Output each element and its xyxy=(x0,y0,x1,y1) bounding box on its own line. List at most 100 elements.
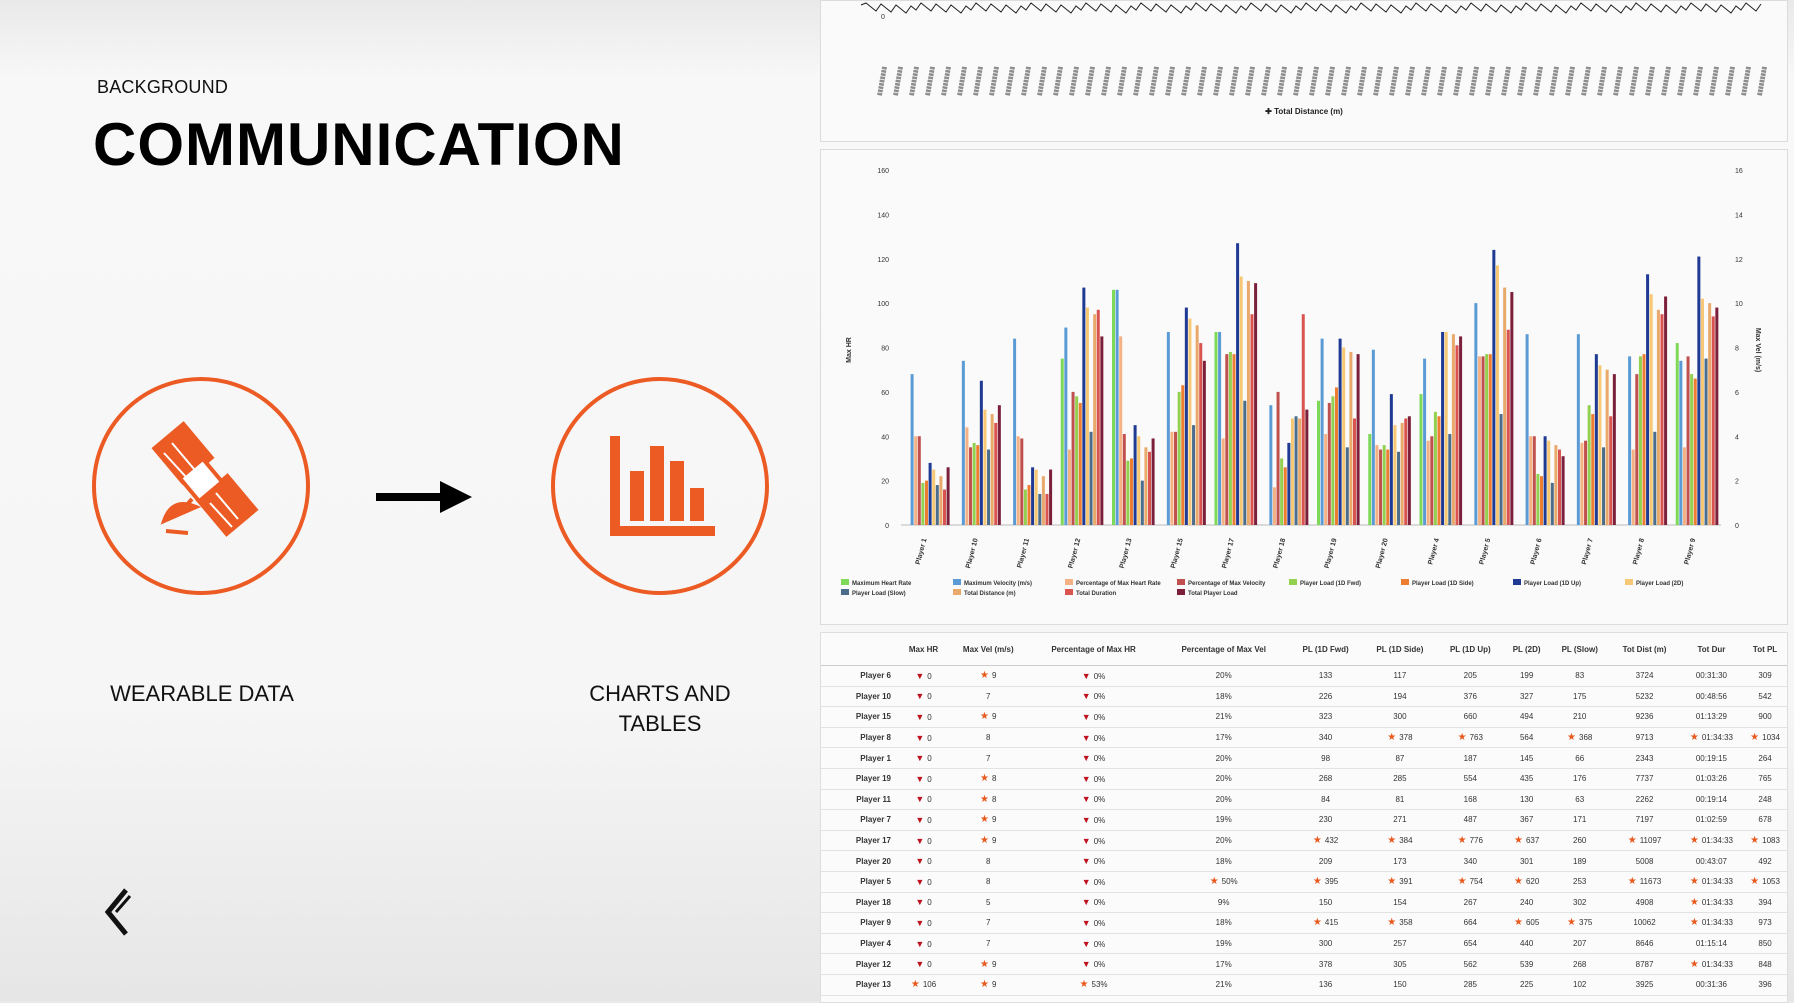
table-cell: ▼ 0 xyxy=(899,747,949,769)
cell-value: 0 xyxy=(927,712,932,722)
cell-value: 763 xyxy=(1469,733,1483,743)
bar xyxy=(1020,438,1024,525)
table-cell: ★ 358 xyxy=(1362,912,1438,934)
cell-value: 154 xyxy=(1393,897,1407,907)
bar xyxy=(1331,396,1335,525)
bar xyxy=(1602,447,1606,525)
cell-value: 8 xyxy=(986,877,991,887)
cell-value: 654 xyxy=(1463,939,1477,949)
table-cell: 268 xyxy=(1550,953,1610,975)
table-cell: 285 xyxy=(1437,974,1504,996)
star-icon: ★ xyxy=(1513,917,1523,929)
down-triangle-icon: ▼ xyxy=(915,753,925,764)
bar xyxy=(1444,331,1448,525)
table-cell: 7 xyxy=(948,912,1029,934)
player-name-cell: Player 13 xyxy=(821,974,899,996)
legend-label: Total Duration xyxy=(1076,591,1117,597)
table-cell: 209 xyxy=(1288,850,1363,872)
y-tick-label: 80 xyxy=(881,346,889,353)
cell-value: Player 11 xyxy=(856,794,891,804)
legend-swatch xyxy=(953,589,961,595)
table-cell: 9% xyxy=(1158,892,1289,914)
table-cell: 117 xyxy=(1362,665,1438,687)
down-triangle-icon: ▼ xyxy=(915,711,925,722)
table-cell: ▼ 0% xyxy=(1028,809,1159,831)
bar xyxy=(1060,358,1064,525)
bar xyxy=(1034,469,1038,525)
table-cell: 4908 xyxy=(1609,892,1680,914)
cell-value: 3925 xyxy=(1635,980,1654,990)
cell-value: Player 1 xyxy=(860,753,891,763)
legend-label: Total Player Load xyxy=(1188,591,1238,597)
distance-x-tick-mark: ▮▮▮▮▮▮▮▮▮ xyxy=(1005,66,1016,96)
cell-value: 554 xyxy=(1463,774,1477,784)
table-cell: 176 xyxy=(1550,768,1610,790)
cell-value: 0 xyxy=(927,898,932,908)
cell-value: 0% xyxy=(1093,877,1106,887)
y-tick-label: 20 xyxy=(881,479,889,486)
cell-value: 0% xyxy=(1093,918,1106,928)
legend-swatch xyxy=(1289,579,1297,585)
table-cell: 63 xyxy=(1550,789,1610,811)
table-cell: 305 xyxy=(1362,953,1438,975)
bar xyxy=(1280,458,1284,525)
legend-swatch xyxy=(953,579,961,585)
cell-value: 5008 xyxy=(1635,856,1654,866)
star-icon: ★ xyxy=(1627,876,1637,888)
cell-value: 492 xyxy=(1758,856,1772,866)
table-cell: 367 xyxy=(1503,809,1551,831)
table-cell: 18% xyxy=(1158,686,1289,708)
bar xyxy=(1126,460,1130,525)
table-cell: 21% xyxy=(1158,974,1289,996)
table-row: Player 12 ▼ 0 ★ 9 ▼ 0% 17% 378 305 562 539 268 8787 ★ 0… xyxy=(821,953,1787,975)
down-triangle-icon: ▼ xyxy=(1081,856,1091,867)
bar xyxy=(1540,476,1543,525)
cell-value: 0 xyxy=(927,918,932,928)
bar xyxy=(1228,351,1232,525)
y-axis-label: Max HR xyxy=(846,337,853,363)
down-triangle-icon: ▼ xyxy=(915,876,925,887)
cell-value: 20% xyxy=(1215,794,1232,804)
distance-x-tick-mark: ▮▮▮▮▮▮▮▮▮ xyxy=(957,66,968,96)
table-cell: ★ 9 xyxy=(948,974,1029,996)
y-tick-label: 60 xyxy=(881,390,889,397)
table-cell: 2343 xyxy=(1609,747,1680,769)
table-cell: ★ 01:34:33 xyxy=(1679,830,1744,852)
bar xyxy=(1664,296,1668,525)
table-cell: 187 xyxy=(1437,747,1504,769)
bar xyxy=(1148,451,1151,525)
cell-value: 340 xyxy=(1463,856,1477,866)
table-header-cell: Max Vel (m/s) xyxy=(948,633,1029,666)
bar xyxy=(1400,422,1404,525)
y2-tick-label: 10 xyxy=(1735,301,1743,308)
table-cell: ▼ 0% xyxy=(1028,830,1159,852)
bar xyxy=(1320,338,1324,525)
star-icon: ★ xyxy=(980,814,990,826)
cell-value: 1053 xyxy=(1762,877,1780,887)
table-cell: ★ 9 xyxy=(948,953,1029,975)
x-tick-label: Player 20 xyxy=(1375,538,1390,570)
table-cell: 00:43:07 xyxy=(1679,850,1744,872)
cell-value: 01:34:33 xyxy=(1701,836,1733,846)
legend-swatch xyxy=(1065,589,1073,595)
table-cell: 154 xyxy=(1362,892,1438,914)
y-tick-label: 0 xyxy=(885,523,889,530)
bar xyxy=(1283,467,1287,525)
table-cell: 01:13:29 xyxy=(1679,706,1744,728)
legend-label: Player Load (2D) xyxy=(1636,581,1683,587)
cell-value: 285 xyxy=(1463,980,1477,990)
table-cell: ★ 01:34:33 xyxy=(1679,912,1744,934)
distance-x-tick-mark: ▮▮▮▮▮▮▮▮▮ xyxy=(1533,66,1544,96)
cell-value: 8 xyxy=(992,774,997,784)
legend-label: Player Load (1D Fwd) xyxy=(1300,581,1361,587)
down-triangle-icon: ▼ xyxy=(915,917,925,928)
bar xyxy=(1287,442,1291,525)
bar xyxy=(1419,394,1423,525)
bar xyxy=(1598,365,1602,525)
cell-value: Player 18 xyxy=(855,897,891,907)
cell-value: 0% xyxy=(1093,774,1106,784)
stats-table: Max HR Max Vel (m/s) Percentage of Max HR P… xyxy=(821,633,1787,996)
table-cell: 376 xyxy=(1437,686,1504,708)
table-row: Player 19 ▼ 0 ★ 8 ▼ 0% 20% 268 285 554 435 176 7737 01… xyxy=(821,768,1787,790)
star-icon: ★ xyxy=(1567,917,1577,929)
